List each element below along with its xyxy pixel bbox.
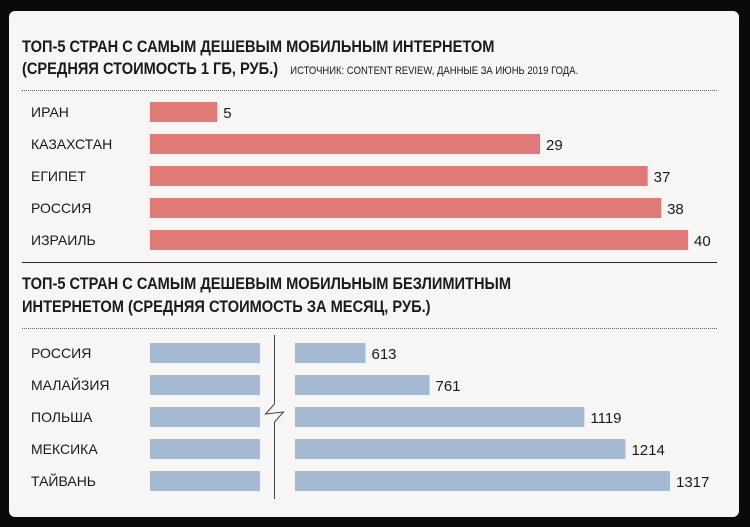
chart1-divider (22, 90, 717, 91)
axis-break-mark (264, 403, 285, 423)
chart2-title-line2: ИНТЕРНЕТОМ (СРЕДНЯЯ СТОИМОСТЬ ЗА МЕСЯЦ, … (22, 297, 431, 316)
chart2-bar-base (150, 471, 260, 491)
chart1-bar (150, 198, 662, 218)
chart1-value-label: 37 (654, 169, 671, 186)
chart2-bar-base (150, 439, 260, 459)
chart1-category-label: РОССИЯ (31, 200, 91, 216)
chart2-bar (295, 439, 626, 459)
chart1-value-label: 29 (546, 137, 563, 154)
chart2-value-label: 761 (436, 378, 461, 395)
chart1-bar (150, 230, 688, 250)
chart2-bar (295, 407, 585, 427)
chart2-bar-base (150, 343, 260, 363)
chart1-bar (150, 166, 648, 186)
chart1-value-label: 40 (694, 233, 711, 250)
chart1-title-line1: ТОП-5 СТРАН С САМЫМ ДЕШЕВЫМ МОБИЛЬНЫМ ИН… (22, 37, 495, 56)
chart2-value-label: 1317 (676, 474, 709, 491)
chart1-source: ИСТОЧНИК: CONTENT REVIEW, ДАННЫЕ ЗА ИЮНЬ… (290, 65, 579, 77)
section-divider (22, 262, 717, 263)
chart2-category-label: ПОЛЬША (31, 409, 93, 425)
chart1-title-line2: (СРЕДНЯЯ СТОИМОСТЬ 1 ГБ, РУБ.) ИСТОЧНИК:… (22, 58, 578, 82)
chart2-divider (22, 328, 717, 329)
chart1-category-label: ИРАН (31, 104, 69, 120)
chart2-title-line1: ТОП-5 СТРАН С САМЫМ ДЕШЕВЫМ МОБИЛЬНЫМ БЕ… (22, 274, 512, 293)
chart2-bar-base (150, 407, 260, 427)
chart2-category-label: ТАЙВАНЬ (31, 472, 96, 489)
chart1-value-label: 38 (667, 201, 684, 218)
chart1-bar (150, 134, 541, 154)
chart2-category-label: МАЛАЙЗИЯ (31, 376, 110, 393)
chart2-value-label: 613 (372, 346, 397, 363)
chart1-category-label: КАЗАХСТАН (31, 136, 112, 152)
chart1-category-label: ЕГИПЕТ (31, 168, 86, 184)
chart2-bar-base (150, 375, 260, 395)
infographic-card (9, 11, 739, 517)
chart2-category-label: РОССИЯ (31, 345, 91, 361)
chart2-bar (295, 343, 366, 363)
chart2-bar (295, 375, 430, 395)
chart1-value-label: 5 (223, 105, 231, 122)
chart2-category-label: МЕКСИКА (31, 441, 98, 457)
chart2-bar (295, 471, 670, 491)
chart2-value-label: 1214 (631, 442, 664, 459)
chart2-value-label: 1119 (590, 410, 621, 427)
chart1-category-label: ИЗРАИЛЬ (31, 232, 96, 248)
chart1-bar (150, 102, 218, 122)
chart1-title-line2-text: (СРЕДНЯЯ СТОИМОСТЬ 1 ГБ, РУБ.) (22, 59, 279, 78)
